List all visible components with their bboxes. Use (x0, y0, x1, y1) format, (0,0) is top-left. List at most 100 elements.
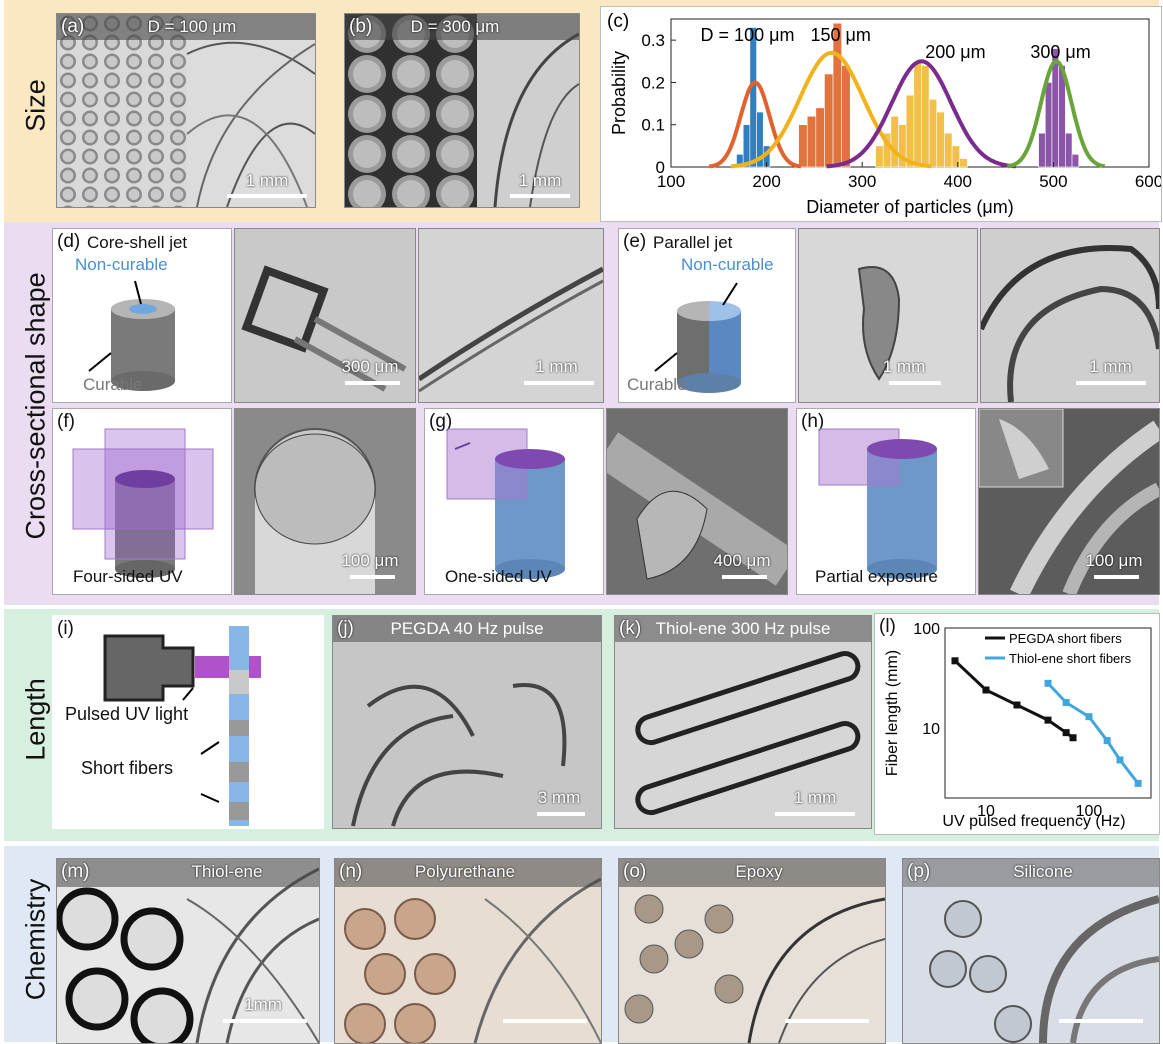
panel-i-light-label: Pulsed UV light (65, 704, 189, 724)
panel-m-title: Thiol-ene (191, 862, 263, 881)
panel-f-label: (f) (57, 411, 75, 432)
panel-f-scale-bar (350, 575, 395, 579)
y-tick-label: 0.1 (641, 116, 665, 135)
peak-annotation: 150 μm (811, 25, 871, 45)
x-axis-label: UV pulsed frequency (Hz) (942, 813, 1125, 830)
histogram-bar (756, 111, 764, 168)
panel-m-scale-bar (223, 1019, 307, 1023)
size-row-label: Size (20, 79, 51, 132)
panel-e-curable-label: Curable (627, 375, 687, 394)
particles-and-fibers-image (335, 859, 601, 1043)
histogram-bar (936, 111, 945, 168)
panel-d-scale-2-bar (524, 381, 594, 385)
histogram-bar (824, 73, 834, 168)
y-axis-label: Fiber length (mm) (884, 650, 901, 776)
data-point (1116, 756, 1124, 764)
gaussian-fit-line (708, 80, 802, 169)
peak-annotation: 300 μm (1030, 42, 1090, 62)
panel-g-caption: One-sided UV (445, 567, 552, 586)
panel-b-image: (b) D = 300 μm 1 mm (344, 13, 580, 208)
histogram-bar (749, 27, 757, 168)
fiber-cross-section-image (241, 265, 407, 392)
histogram-bar (1071, 154, 1080, 168)
panel-d-curable-label: Curable (83, 375, 143, 394)
histogram-bar (806, 115, 817, 168)
panel-d-label: (d) (57, 231, 81, 252)
x-tick-label: 100 (657, 172, 685, 191)
panel-o-title: Epoxy (735, 862, 783, 881)
length-row-label: Length (20, 678, 51, 761)
panel-d-scale-1-bar (345, 381, 400, 385)
panel-a-scale-label: 1 mm (245, 171, 289, 190)
histogram-bar (913, 60, 922, 168)
fiber-sem-image (979, 409, 1159, 594)
panel-b-scale-label: 1 mm (518, 171, 562, 190)
chemistry-row-label: Chemistry (20, 878, 51, 1001)
histogram-bar (875, 145, 884, 168)
data-point (951, 657, 959, 665)
histogram-bar (1038, 132, 1046, 168)
panel-k-image: Thiol-ene 300 Hz pulse (k) 1 mm (614, 615, 872, 829)
x-tick-label: 500 (1039, 172, 1067, 191)
fiber-end-sem-image (254, 428, 376, 594)
histogram-bar (921, 65, 930, 168)
histogram-bar (951, 145, 961, 168)
panel-n-scale-bar (503, 1019, 587, 1023)
panel-h-schematic: (h) Partial exposure (796, 408, 976, 595)
histogram-bar (841, 65, 851, 168)
x-tick-label: 10 (977, 803, 995, 820)
panel-e-noncurable-label: Non-curable (681, 255, 774, 274)
particles-and-fibers-image (57, 14, 315, 207)
panel-e-label: (e) (623, 231, 647, 252)
panel-e-schematic: (e) Parallel jet Non-curable Curable (618, 228, 796, 403)
panel-e-scale-1-bar (889, 381, 941, 385)
gaussian-fit-line (730, 50, 932, 169)
shape-row: Cross-sectional shape (d) Core-shell jet… (4, 222, 1160, 605)
partial-exposure-illustration (818, 428, 937, 579)
short-fibers-image (635, 651, 861, 816)
panel-d-photo-2: 1 mm (418, 228, 604, 403)
panel-p-title: Silicone (1013, 862, 1073, 881)
fiber-cross-section-image (857, 266, 901, 381)
histogram-bar (944, 132, 953, 168)
histogram-bar (742, 124, 751, 168)
panel-i-label: (i) (57, 618, 74, 639)
panel-o-scale-bar (785, 1019, 869, 1023)
panel-d-title: Core-shell jet (87, 233, 188, 252)
histogram-bar (905, 94, 915, 168)
panel-h-scale-label: 100 μm (1085, 551, 1143, 570)
panel-n-image: (n) Polyurethane (334, 858, 602, 1044)
panel-o-image: (o) Epoxy (618, 858, 886, 1044)
panel-k-scale-label: 1 mm (793, 788, 837, 807)
y-axis-label: Probability (609, 51, 629, 135)
length-row: Length (i) Pulsed UV light Short fibers … (4, 609, 1160, 841)
panel-e-scale-2-label: 1 mm (1089, 357, 1132, 376)
pulsed-uv-illustration (103, 626, 261, 826)
histogram-bar (1044, 82, 1053, 168)
data-point (1134, 779, 1142, 787)
particle-size-histogram: 100 200 300 400 500 600 0 0.1 0.2 0.3 Diameter of … (607, 11, 1163, 217)
panel-e-photo-2: 1 mm (980, 228, 1160, 403)
x-axis-label: Diameter of particles (μm) (806, 197, 1013, 217)
panel-l-chart: (l) 10 100 10 100 UV pulsed frequency (Hz) Fi… (874, 613, 1160, 835)
panel-g-schematic: (g) One-sided UV (424, 408, 604, 595)
data-point (1013, 701, 1021, 709)
one-sided-uv-illustration (446, 428, 565, 579)
x-tick-label: 600 (1135, 172, 1161, 191)
legend-entry: Thiol-ene short fibers (1009, 651, 1132, 666)
panel-f-photo: 100 μm (234, 408, 416, 595)
panel-f-scale-label: 100 μm (341, 551, 399, 570)
panel-j-title: PEGDA 40 Hz pulse (333, 616, 601, 642)
gaussian-fit-line (1006, 59, 1106, 169)
data-point (982, 686, 990, 694)
panel-a-title: D = 100 μm (147, 17, 237, 36)
x-tick-label: 200 (752, 172, 780, 191)
panel-f-schematic: (f) Four-sided UV (52, 408, 232, 595)
panel-e-scale-2-bar (1076, 381, 1146, 385)
data-point (1062, 729, 1070, 737)
plot-frame (944, 627, 1152, 799)
panel-c-label: (c) (607, 11, 629, 32)
short-fibers-image (351, 683, 567, 827)
series-line (1046, 682, 1140, 785)
